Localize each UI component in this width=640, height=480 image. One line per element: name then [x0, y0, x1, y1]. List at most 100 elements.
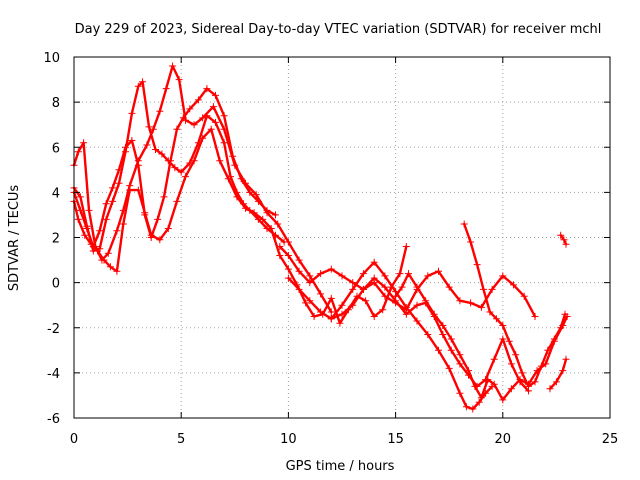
data-point [237, 175, 245, 183]
data-point [473, 261, 481, 269]
series-trace [330, 261, 494, 411]
data-point [359, 270, 367, 278]
data-point [507, 360, 515, 368]
data-point [216, 157, 224, 165]
data-point [499, 322, 507, 329]
data-point [557, 324, 565, 332]
data-point [338, 310, 346, 318]
data-point [119, 220, 127, 228]
data-point [531, 378, 539, 386]
data-point [190, 157, 198, 165]
data-point [435, 346, 442, 354]
data-point [507, 385, 515, 393]
data-point [194, 96, 202, 104]
data-point [128, 109, 136, 117]
data-point [139, 78, 147, 86]
data-point [499, 272, 507, 280]
data-point [306, 272, 314, 280]
data-point [302, 299, 310, 307]
data-point [74, 148, 82, 156]
data-point [550, 335, 558, 343]
data-point [113, 267, 121, 275]
data-point [435, 267, 442, 275]
data-point [392, 292, 400, 300]
data-point [520, 292, 528, 300]
data-point [276, 252, 284, 259]
data-point [379, 306, 387, 314]
data-point [402, 243, 410, 250]
y-tick-label: 6 [52, 141, 60, 156]
data-point [477, 394, 485, 402]
data-point [212, 118, 219, 126]
y-tick-label: -2 [47, 322, 60, 337]
data-point [134, 186, 142, 194]
data-point [445, 283, 453, 291]
data-point [156, 236, 164, 244]
x-tick-label: 15 [387, 432, 404, 447]
data-point [381, 283, 389, 291]
data-point [284, 274, 292, 282]
data-point [413, 283, 421, 291]
data-point [134, 161, 142, 169]
x-axis-label: GPS time / hours [286, 459, 395, 474]
data-point [173, 197, 181, 205]
data-point [106, 263, 114, 271]
data-point [85, 206, 93, 214]
data-point [447, 335, 455, 343]
data-point [295, 256, 303, 264]
y-tick-label: -6 [47, 412, 60, 427]
data-point [499, 335, 507, 343]
data-point [250, 209, 258, 217]
data-point [467, 238, 475, 246]
data-point [439, 322, 447, 329]
x-tick-label: 20 [495, 432, 512, 447]
data-point [199, 114, 207, 122]
data-point [160, 193, 168, 201]
x-tick-labels: 0 5 10 15 20 25 [70, 432, 618, 447]
data-point [317, 308, 325, 316]
data-point [203, 85, 211, 93]
data-point [456, 351, 464, 359]
y-tick-label: 0 [52, 277, 60, 292]
data-layer [70, 62, 571, 413]
data-point [327, 294, 335, 302]
data-point [456, 389, 464, 397]
data-point [456, 360, 464, 368]
data-point [220, 139, 228, 147]
data-point [469, 405, 477, 413]
data-point [480, 285, 487, 293]
data-point [113, 227, 121, 235]
series-trace [394, 272, 569, 402]
data-point [284, 252, 292, 259]
series-track-1 [70, 62, 335, 316]
data-point [465, 367, 472, 375]
x-tick-label: 10 [280, 432, 297, 447]
data-point [396, 270, 404, 278]
data-point [561, 310, 569, 318]
data-point [381, 292, 389, 300]
data-point [164, 157, 172, 165]
data-point [430, 310, 438, 318]
data-point [109, 197, 117, 205]
data-point [104, 249, 112, 257]
data-point [362, 297, 370, 305]
data-point [456, 297, 464, 305]
data-point [284, 265, 292, 273]
data-point [295, 285, 303, 293]
data-point [499, 396, 507, 404]
data-point [381, 272, 389, 280]
data-point [486, 308, 494, 316]
series-trace [72, 80, 286, 253]
y-axis-label: SDTVAR / TECUs [7, 185, 22, 292]
data-point [490, 380, 498, 388]
data-point [327, 315, 335, 323]
data-point [199, 134, 207, 142]
data-point [102, 200, 110, 208]
series-track-9 [460, 220, 569, 390]
data-point [233, 193, 241, 201]
data-point [402, 310, 410, 318]
data-point [295, 267, 303, 275]
data-point [171, 164, 179, 172]
data-point [115, 179, 123, 187]
series-track-11 [557, 231, 570, 248]
